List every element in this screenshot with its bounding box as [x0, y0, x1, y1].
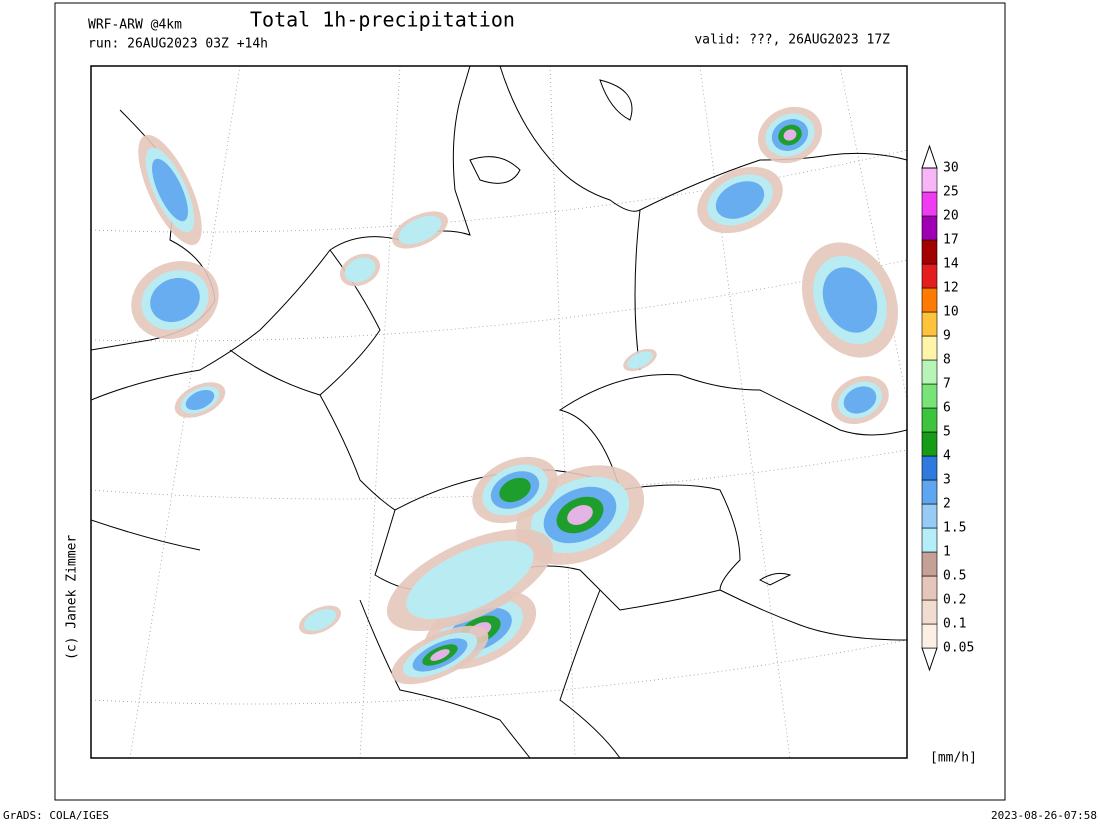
- precip-area: [150, 277, 200, 323]
- colorbar-segment: [921, 383, 938, 409]
- precip-area: [843, 386, 877, 414]
- precip-area: [185, 389, 215, 411]
- colorbar-segment: [921, 311, 938, 337]
- colorbar-label: 3: [943, 473, 951, 488]
- colorbar-segment: [921, 431, 938, 457]
- colorbar-label: 9: [943, 329, 951, 344]
- colorbar-segment: [921, 623, 938, 649]
- precip-area: [822, 267, 878, 333]
- map-frame: [90, 65, 908, 759]
- precip-area: [627, 351, 653, 369]
- colorbar-label: 10: [943, 305, 959, 320]
- footer-right: 2023-08-26-07:58: [991, 809, 1097, 822]
- precip-area: [499, 477, 531, 503]
- colorbar-label: 30: [943, 161, 959, 176]
- precip-area: [567, 505, 593, 525]
- colorbar-segment: [921, 359, 938, 385]
- colorbar-label: 0.1: [943, 617, 966, 632]
- lake: [759, 572, 792, 586]
- precip-area: [430, 649, 450, 661]
- colorbar-label: 20: [943, 209, 959, 224]
- islands: [469, 79, 633, 184]
- precip-area: [152, 158, 188, 222]
- precip-area: [406, 540, 534, 620]
- colorbar-label: 4: [943, 449, 951, 464]
- colorbar-label: 0.5: [943, 569, 966, 584]
- colorbar-segment: [921, 407, 938, 433]
- colorbar-segment: [921, 167, 938, 193]
- colorbar-label: 0.2: [943, 593, 966, 608]
- colorbar-label: 17: [943, 233, 959, 248]
- colorbar-segment: [921, 599, 938, 625]
- model-label: WRF-ARW @4km: [88, 18, 182, 33]
- precip-area: [303, 608, 337, 632]
- colorbar-label: 1: [943, 545, 951, 560]
- colorbar-label: 5: [943, 425, 951, 440]
- colorbar-label: 12: [943, 281, 959, 296]
- colorbar-label: 8: [943, 353, 951, 368]
- colorbar-label: 14: [943, 257, 959, 272]
- footer-left: GrADS: COLA/IGES: [3, 809, 109, 822]
- colorbar: 0.05 0.1 0.2 0.5 1 1.5 2 3 4 5 6 7 8 9 10 12 14 17 20 25 30: [921, 144, 974, 672]
- colorbar-label: 1.5: [943, 521, 966, 536]
- colorbar-label: 6: [943, 401, 951, 416]
- colorbar-segment: [921, 335, 938, 361]
- colorbar-triangle: [921, 144, 938, 169]
- colorbar-segment: [921, 287, 938, 313]
- precip-area: [715, 181, 765, 219]
- precip-area: [783, 129, 797, 141]
- colorbar-segment: [921, 503, 938, 529]
- colorbar-segment: [921, 551, 938, 577]
- run-label: run: 26AUG2023 03Z +14h: [88, 37, 268, 52]
- map: [90, 65, 908, 759]
- unit-label: [mm/h]: [930, 751, 977, 766]
- colorbar-segment: [921, 575, 938, 601]
- precip-area: [398, 215, 442, 245]
- colorbar-segment: [921, 479, 938, 505]
- credit: (c) Janek Zimmer: [65, 535, 80, 660]
- colorbar-label: 25: [943, 185, 959, 200]
- colorbar-segment: [921, 455, 938, 481]
- colorbar-label: 7: [943, 377, 951, 392]
- colorbar-label: 2: [943, 497, 951, 512]
- colorbar-label: 0.05: [943, 641, 974, 656]
- colorbar-segment: [921, 239, 938, 265]
- colorbar-segment: [921, 191, 938, 217]
- colorbar-segment: [921, 215, 938, 241]
- valid-label: valid: ???, 26AUG2023 17Z: [694, 33, 890, 48]
- precip-area: [344, 257, 376, 283]
- colorbar-segment: [921, 527, 938, 553]
- colorbar-segment: [921, 263, 938, 289]
- title: Total 1h-precipitation: [250, 8, 515, 32]
